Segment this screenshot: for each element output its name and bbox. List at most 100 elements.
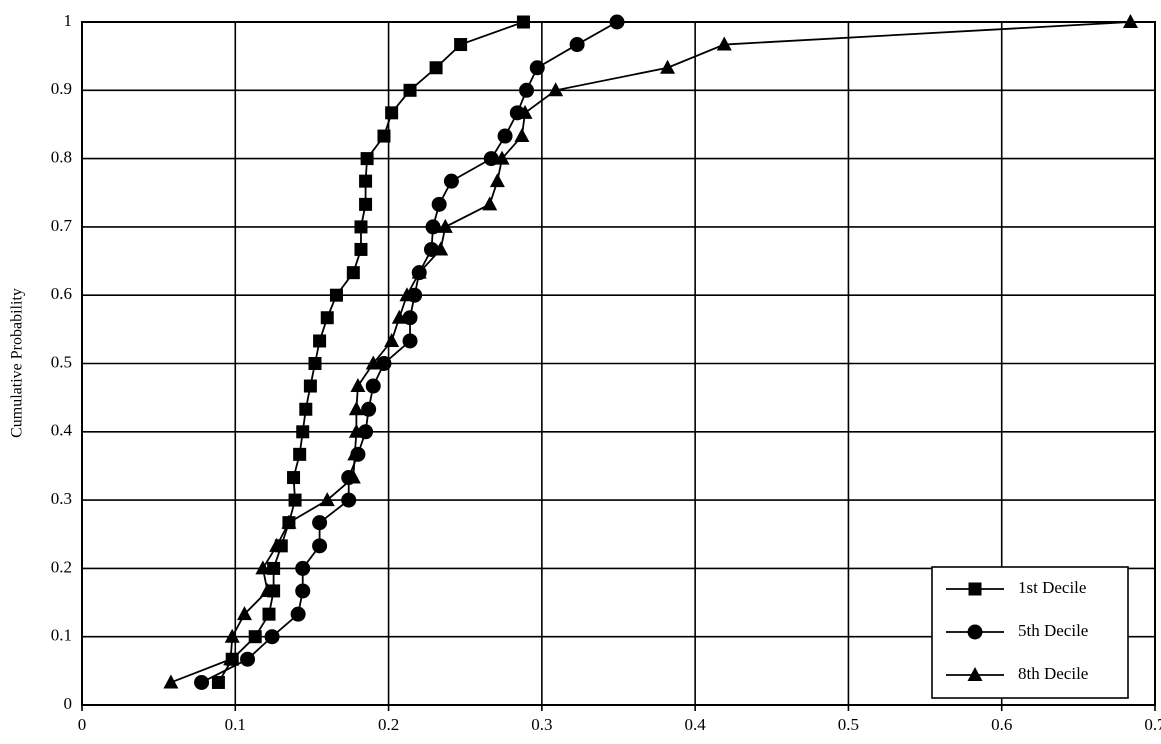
y-tick-label: 0.8 — [51, 148, 72, 167]
data-point — [319, 492, 335, 507]
data-point — [497, 128, 513, 144]
data-point — [348, 401, 364, 416]
data-point — [516, 15, 530, 29]
data-point — [346, 266, 360, 280]
data-point — [431, 196, 447, 212]
data-point — [494, 150, 510, 165]
data-point — [211, 675, 225, 689]
data-point — [224, 628, 240, 643]
data-point — [377, 129, 391, 143]
y-tick-label: 0.3 — [51, 489, 72, 508]
legend-marker — [968, 582, 982, 596]
y-tick-label: 0.7 — [51, 216, 73, 235]
legend-marker — [967, 624, 983, 640]
data-point — [517, 104, 533, 119]
legend-label: 5th Decile — [1018, 621, 1088, 640]
data-point — [514, 128, 530, 143]
legend-marker — [967, 667, 983, 681]
data-point — [350, 378, 366, 393]
data-point — [240, 651, 256, 667]
data-point — [482, 196, 498, 211]
data-point — [365, 378, 381, 394]
data-point — [429, 61, 443, 75]
y-tick-label: 0.4 — [51, 421, 73, 440]
legend: 1st Decile 5th Decile 8th Decile — [931, 566, 1129, 699]
y-tick-label: 0.2 — [51, 557, 72, 576]
data-point — [290, 606, 306, 622]
data-point — [1122, 14, 1138, 28]
y-tick-label: 0.5 — [51, 352, 72, 371]
data-point — [267, 561, 281, 575]
data-point — [385, 106, 399, 120]
data-point — [716, 36, 732, 51]
y-axis-label: Cumulative Probability — [9, 288, 26, 438]
data-point — [194, 674, 210, 690]
data-point — [293, 447, 307, 461]
data-point — [347, 446, 363, 461]
x-tick-label: 0.7 — [1144, 715, 1161, 734]
data-point — [609, 14, 625, 30]
data-point — [359, 174, 373, 188]
data-point — [411, 264, 427, 279]
data-point — [295, 560, 311, 576]
data-point — [399, 287, 415, 302]
data-point — [295, 583, 311, 599]
x-tick-label: 0.1 — [225, 715, 246, 734]
y-tick-label: 1 — [64, 11, 73, 30]
data-point — [402, 333, 418, 349]
data-point — [329, 288, 343, 302]
data-point — [308, 357, 322, 370]
x-tick-label: 0.2 — [378, 715, 399, 734]
series-line — [201, 21, 618, 684]
legend-label: 1st Decile — [1018, 578, 1086, 597]
data-point — [281, 514, 297, 529]
data-point — [255, 560, 271, 575]
data-point — [384, 332, 400, 347]
data-point — [519, 82, 535, 98]
data-point — [391, 309, 407, 324]
data-point — [529, 60, 545, 76]
data-point — [569, 37, 585, 53]
data-point — [223, 651, 239, 666]
x-tick-label: 0.5 — [838, 715, 859, 734]
data-point — [287, 471, 301, 485]
data-point — [454, 38, 468, 52]
series-line — [217, 21, 524, 683]
data-point — [437, 218, 453, 233]
data-point — [236, 606, 252, 621]
data-point — [548, 82, 564, 97]
x-tick-label: 0 — [78, 715, 87, 734]
data-point — [402, 310, 418, 326]
data-point — [354, 220, 368, 234]
data-point — [354, 242, 368, 256]
data-point — [312, 538, 328, 554]
x-tick-label: 0.6 — [991, 715, 1012, 734]
y-tick-label: 0.6 — [51, 284, 72, 303]
data-point — [403, 83, 417, 97]
legend-label: 8th Decile — [1018, 664, 1088, 683]
data-point — [296, 425, 310, 439]
x-tick-label: 0.4 — [685, 715, 707, 734]
data-point — [360, 152, 374, 166]
data-point — [288, 493, 302, 507]
data-point — [359, 197, 373, 211]
data-point — [341, 492, 357, 508]
y-tick-label: 0.1 — [51, 626, 72, 645]
data-point — [365, 355, 381, 370]
data-point — [433, 241, 449, 256]
data-point — [489, 173, 505, 188]
data-point — [348, 423, 364, 438]
data-point — [425, 219, 441, 235]
data-point — [443, 173, 459, 189]
data-point — [262, 607, 276, 621]
data-point — [264, 629, 280, 645]
data-point — [299, 402, 313, 416]
data-point — [345, 469, 361, 484]
x-tick-label: 0.3 — [531, 715, 552, 734]
data-point — [361, 401, 377, 417]
y-tick-label: 0 — [64, 694, 73, 713]
data-point — [312, 515, 328, 531]
data-point — [163, 674, 179, 689]
